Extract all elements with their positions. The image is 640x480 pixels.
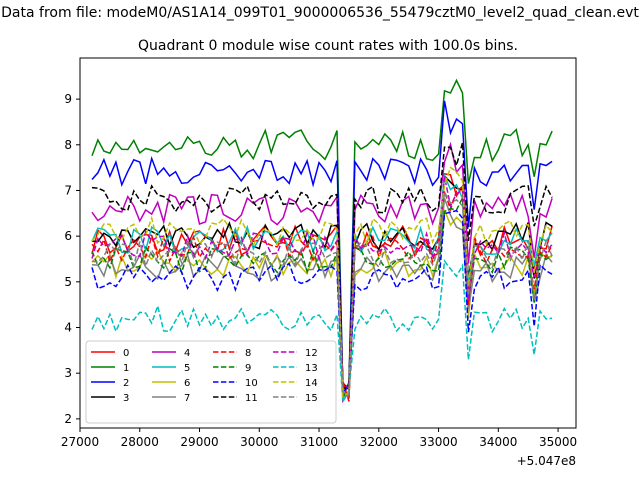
legend-box (85, 340, 337, 424)
legend-label: 9 (245, 363, 251, 374)
y-axis: 2 3 4 5 6 7 8 9 (64, 92, 80, 426)
legend-label: 8 (245, 348, 251, 359)
y-tick-label: 3 (64, 366, 72, 380)
series-line-6 (91, 209, 553, 399)
x-axis: 27000 28000 29000 30000 31000 32000 33000 34000… (61, 428, 577, 449)
y-tick-label: 8 (64, 138, 72, 152)
y-tick-label: 5 (64, 275, 72, 289)
series-line-15 (91, 189, 553, 397)
x-tick-label: 28000 (121, 435, 159, 449)
series-line-13 (91, 259, 553, 405)
y-tick-label: 2 (64, 412, 72, 426)
legend-label: 13 (305, 363, 318, 374)
legend-label: 1 (123, 363, 129, 374)
legend-label: 6 (184, 378, 190, 389)
x-tick-label: 29000 (180, 435, 218, 449)
plot-frame (79, 57, 577, 429)
x-tick-label: 31000 (300, 435, 338, 449)
series-layer (91, 78, 553, 405)
x-tick-label: 33000 (419, 435, 457, 449)
legend-label: 2 (123, 378, 129, 389)
y-tick-label: 4 (64, 321, 72, 335)
legend-label: 3 (123, 393, 129, 404)
file-header: Data from file: modeM0/AS1A14_099T01_900… (1, 5, 639, 21)
x-tick-label: 30000 (240, 435, 278, 449)
legend-label: 14 (305, 378, 318, 389)
legend-label: 12 (305, 348, 318, 359)
series-line-0 (91, 172, 553, 399)
y-tick-label: 6 (64, 229, 72, 243)
chart-title: Quadrant 0 module wise count rates with … (138, 38, 518, 54)
series-line-1 (91, 78, 553, 396)
series-line-12 (91, 176, 553, 390)
x-tick-label: 27000 (61, 435, 99, 449)
x-tick-label: 32000 (360, 435, 398, 449)
x-tick-label: 34000 (479, 435, 517, 449)
series-line-14 (91, 166, 553, 399)
legend-label: 15 (305, 393, 318, 404)
x-tick-label: 35000 (539, 435, 577, 449)
series-line-4 (91, 141, 553, 404)
legend-label: 7 (184, 393, 190, 404)
legend-label: 0 (123, 348, 129, 359)
x-offset-label: +5.047e8 (517, 454, 576, 468)
legend-label: 10 (245, 378, 258, 389)
legend-label: 4 (184, 348, 190, 359)
series-line-2 (91, 100, 553, 389)
legend-label: 11 (245, 393, 258, 404)
legend-label: 5 (184, 363, 190, 374)
y-tick-label: 9 (64, 92, 72, 106)
series-line-11 (91, 142, 553, 391)
y-tick-label: 7 (64, 183, 72, 197)
